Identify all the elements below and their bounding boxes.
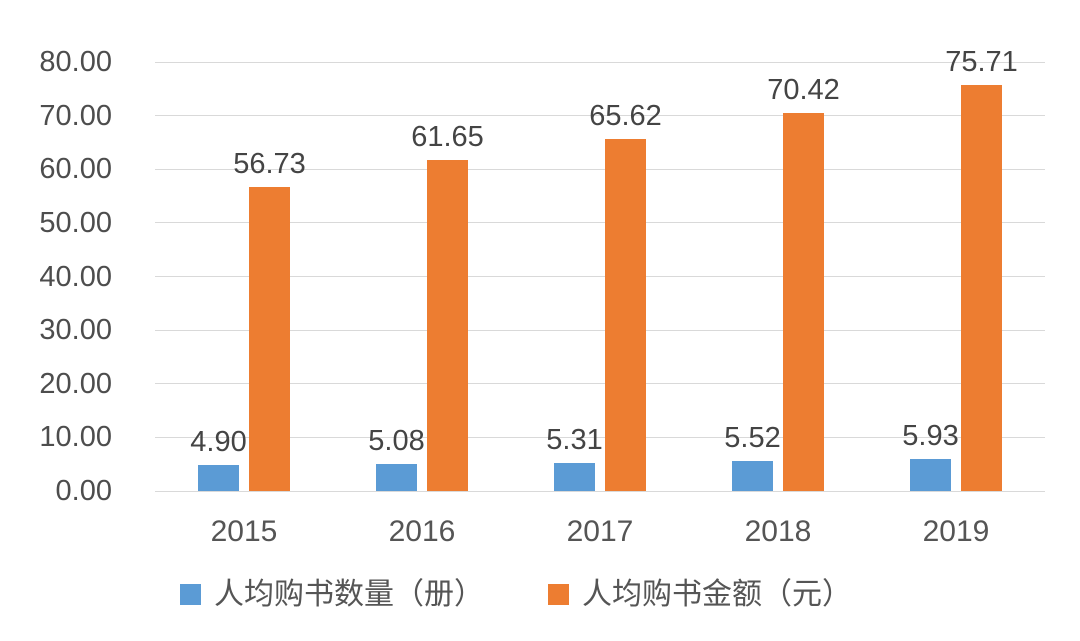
bar-value-label: 5.08 (368, 424, 425, 457)
bar-books-count (198, 464, 239, 491)
bar-books-amount (783, 113, 824, 491)
bar-value-label: 4.90 (190, 425, 247, 458)
bar-value-label: 65.62 (589, 100, 662, 133)
bar-value-label: 56.73 (233, 147, 306, 180)
x-axis-tick-label: 2016 (388, 515, 456, 548)
bar-books-count (554, 462, 595, 491)
gridline (155, 61, 1045, 63)
gridline (155, 276, 1045, 277)
chart-legend: 人均购书数量（册） 人均购书金额（元） (180, 578, 852, 611)
gridline (155, 115, 1045, 117)
bar-value-label: 61.65 (411, 121, 484, 154)
gridline (155, 383, 1045, 385)
gridline (155, 168, 1045, 170)
x-axis-tick-label: 2017 (566, 515, 634, 548)
y-axis-tick-label: 60.00 (39, 153, 112, 186)
gridline (155, 436, 1045, 438)
bar-books-count (910, 459, 951, 491)
bar-value-label: 70.42 (767, 74, 840, 107)
y-axis-tick-label: 20.00 (39, 367, 112, 400)
bar-value-label: 5.52 (724, 422, 781, 455)
gridline (155, 329, 1045, 331)
bar-books-count (732, 461, 773, 491)
legend-item-books-count: 人均购书数量（册） (180, 578, 484, 611)
bar-books-amount (961, 85, 1002, 491)
legend-swatch-icon (180, 584, 201, 605)
plot-area: 4.90 56.73 5.08 61.65 5.31 65.62 5.52 70.42 5.93… (155, 48, 1045, 492)
y-axis-tick-label: 30.00 (39, 314, 112, 347)
bar-value-label: 5.31 (546, 423, 603, 456)
gridline (155, 222, 1045, 224)
legend-label: 人均购书数量（册） (214, 578, 484, 611)
x-axis-tick-label: 2018 (744, 515, 812, 548)
y-axis-tick-label: 50.00 (39, 206, 112, 239)
y-axis-tick-label: 10.00 (39, 421, 112, 454)
x-axis-tick-label: 2019 (922, 515, 990, 548)
legend-swatch-icon (548, 584, 569, 605)
legend-item-books-amount: 人均购书金额（元） (548, 578, 852, 611)
bar-books-amount (605, 139, 646, 491)
y-axis-tick-label: 0.00 (55, 475, 112, 507)
y-axis-tick-label: 70.00 (39, 99, 112, 132)
y-axis-tick-label: 80.00 (39, 46, 112, 78)
x-axis-tick-label: 2015 (210, 515, 278, 548)
legend-label: 人均购书金额（元） (582, 578, 852, 611)
bar-value-label: 5.93 (902, 420, 959, 453)
gridline (155, 490, 1045, 492)
y-axis-tick-label: 40.00 (39, 260, 112, 293)
bar-books-count (376, 463, 417, 491)
bar-books-amount (249, 186, 290, 491)
bar-books-amount (427, 160, 468, 491)
bar-value-label: 75.71 (945, 46, 1018, 79)
